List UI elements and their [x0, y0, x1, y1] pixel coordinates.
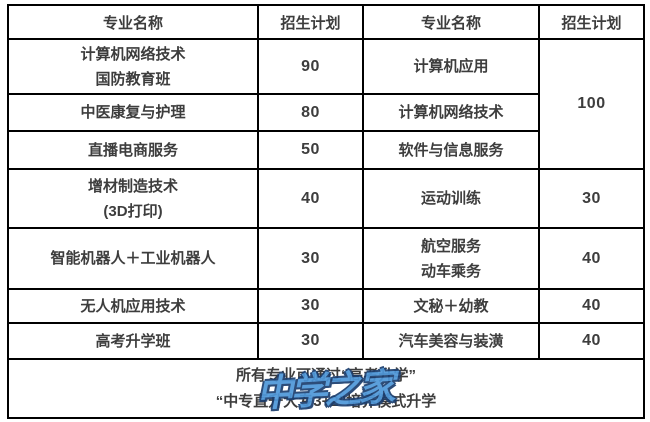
- table-row: 增材制造技术 (3D打印) 40 运动训练 30: [7, 168, 645, 229]
- major-line: 计算机网络技术: [80, 45, 186, 63]
- cell-major-right: 计算机网络技术: [362, 93, 540, 132]
- major-line: 航空服务: [420, 237, 481, 255]
- enrollment-plan-table-wrap: 专业名称 招生计划 专业名称 招生计划 计算机网络技术 国防教育班 90 计算机…: [7, 4, 645, 419]
- cell-plan-left: 30: [257, 288, 364, 324]
- major-line: 增材制造技术: [87, 177, 178, 195]
- cell-major-left: 直播电商服务: [7, 130, 259, 170]
- header-major-right: 专业名称: [362, 4, 540, 40]
- cell-plan-right: 40: [538, 227, 645, 290]
- cell-major-right: 软件与信息服务: [362, 130, 540, 170]
- footer-note-line1: 所有专业可通过“高考升学”: [235, 366, 416, 384]
- cell-plan-left: 30: [257, 322, 364, 360]
- cell-major-left: 增材制造技术 (3D打印): [7, 168, 259, 229]
- cell-plan-right: 40: [538, 288, 645, 324]
- table-row: 智能机器人＋工业机器人 30 航空服务 动车乘务 40: [7, 227, 645, 290]
- cell-plan-left: 30: [257, 227, 364, 290]
- cell-major-left: 智能机器人＋工业机器人: [7, 227, 259, 290]
- cell-major-right: 运动训练: [362, 168, 540, 229]
- cell-plan-right: 40: [538, 322, 645, 360]
- footer-note-cell: 所有专业可通过“高考升学” “中专直升大专3+2”培养模式升学: [7, 358, 645, 419]
- footer-note-line2: “中专直升大专3+2”培养模式升学: [215, 392, 437, 410]
- cell-plan-right-merged: 100: [538, 38, 645, 170]
- table-header-row: 专业名称 招生计划 专业名称 招生计划: [7, 4, 645, 40]
- cell-plan-left: 80: [257, 93, 364, 132]
- cell-major-left: 计算机网络技术 国防教育班: [7, 38, 259, 95]
- cell-major-right: 文秘＋幼教: [362, 288, 540, 324]
- major-line: 动车乘务: [420, 262, 481, 280]
- table-row: 直播电商服务 50 软件与信息服务: [7, 130, 644, 170]
- table-row: 无人机应用技术 30 文秘＋幼教 40: [7, 288, 645, 324]
- header-plan-left: 招生计划: [257, 4, 364, 40]
- table-footer-row: 所有专业可通过“高考升学” “中专直升大专3+2”培养模式升学: [7, 358, 645, 419]
- enrollment-plan-table: 专业名称 招生计划 专业名称 招生计划 计算机网络技术 国防教育班 90 计算机…: [7, 4, 645, 419]
- table-row: 中医康复与护理 80 计算机网络技术: [7, 93, 644, 132]
- cell-major-right: 计算机应用: [362, 38, 540, 95]
- cell-plan-left: 40: [257, 168, 364, 229]
- header-plan-right: 招生计划: [538, 4, 645, 40]
- cell-major-left: 高考升学班: [7, 322, 259, 360]
- cell-plan-left: 90: [257, 38, 364, 95]
- cell-plan-left: 50: [257, 130, 364, 170]
- cell-major-right: 汽车美容与装潢: [362, 322, 540, 360]
- cell-plan-right: 30: [538, 168, 645, 229]
- major-line: (3D打印): [103, 202, 163, 220]
- table-row: 高考升学班 30 汽车美容与装潢 40: [7, 322, 645, 360]
- major-line: 国防教育班: [95, 70, 171, 88]
- cell-major-right: 航空服务 动车乘务: [362, 227, 540, 290]
- cell-major-left: 中医康复与护理: [7, 93, 259, 132]
- header-major-left: 专业名称: [7, 4, 259, 40]
- table-row: 计算机网络技术 国防教育班 90 计算机应用 100: [7, 38, 645, 170]
- cell-major-left: 无人机应用技术: [7, 288, 259, 324]
